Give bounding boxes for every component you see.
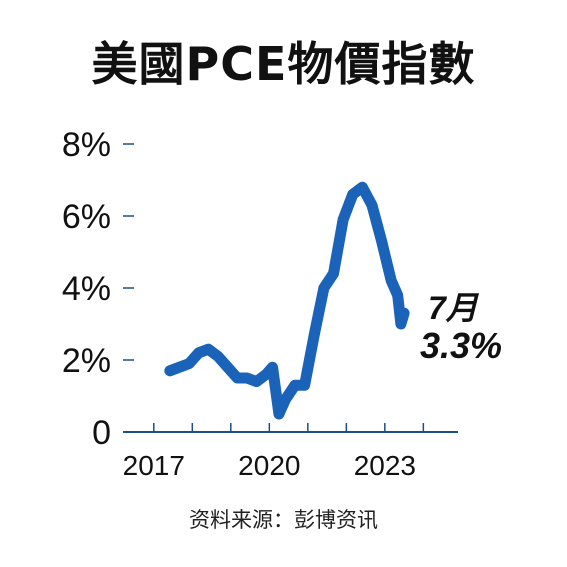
- y-tick-label: 2%: [62, 342, 111, 380]
- data-point: [301, 382, 308, 389]
- chart-axes: [123, 143, 458, 433]
- y-tick-label: 8%: [62, 126, 111, 164]
- data-point: [291, 382, 298, 389]
- data-point: [195, 349, 202, 356]
- data-point: [269, 364, 276, 371]
- data-point: [253, 378, 260, 385]
- data-point: [166, 367, 173, 374]
- data-point: [214, 353, 221, 360]
- y-tick-label: 6%: [62, 198, 111, 236]
- data-point: [397, 321, 404, 327]
- data-point: [388, 277, 395, 284]
- pce-series-line: [164, 181, 410, 420]
- data-point: [224, 364, 231, 371]
- y-tick-label: 0: [92, 414, 111, 452]
- data-point: [320, 285, 327, 291]
- data-point: [378, 238, 385, 245]
- x-tick-label: 2020: [238, 450, 300, 481]
- data-point: [394, 292, 401, 299]
- data-point: [186, 360, 193, 367]
- data-point: [176, 364, 183, 371]
- annotation-month: 7月: [428, 290, 478, 326]
- x-tick-label: 2017: [123, 450, 185, 481]
- data-point: [205, 346, 212, 353]
- y-tick-label: 4%: [62, 270, 111, 308]
- data-point: [369, 202, 376, 209]
- source-note: 资料来源：彭博资讯: [189, 508, 378, 532]
- annotation-value: 3.3%: [420, 325, 503, 366]
- data-point: [401, 310, 408, 317]
- data-point: [263, 371, 270, 378]
- tick-labels: 0 2% 4% 6% 8% 2017 2020 2023: [62, 126, 416, 481]
- series-layer: [164, 181, 410, 420]
- data-point: [275, 411, 282, 417]
- data-point: [282, 396, 289, 403]
- data-point: [243, 375, 250, 381]
- data-point: [234, 375, 241, 381]
- latest-value-annotation: 7月 3.3%: [420, 290, 502, 366]
- data-point: [311, 331, 318, 338]
- data-point: [330, 270, 337, 277]
- data-point: [349, 191, 356, 198]
- data-point: [359, 184, 366, 191]
- data-point: [340, 216, 347, 223]
- chart-title: 美國PCE物價指數: [91, 37, 476, 91]
- x-tick-label: 2023: [354, 450, 416, 481]
